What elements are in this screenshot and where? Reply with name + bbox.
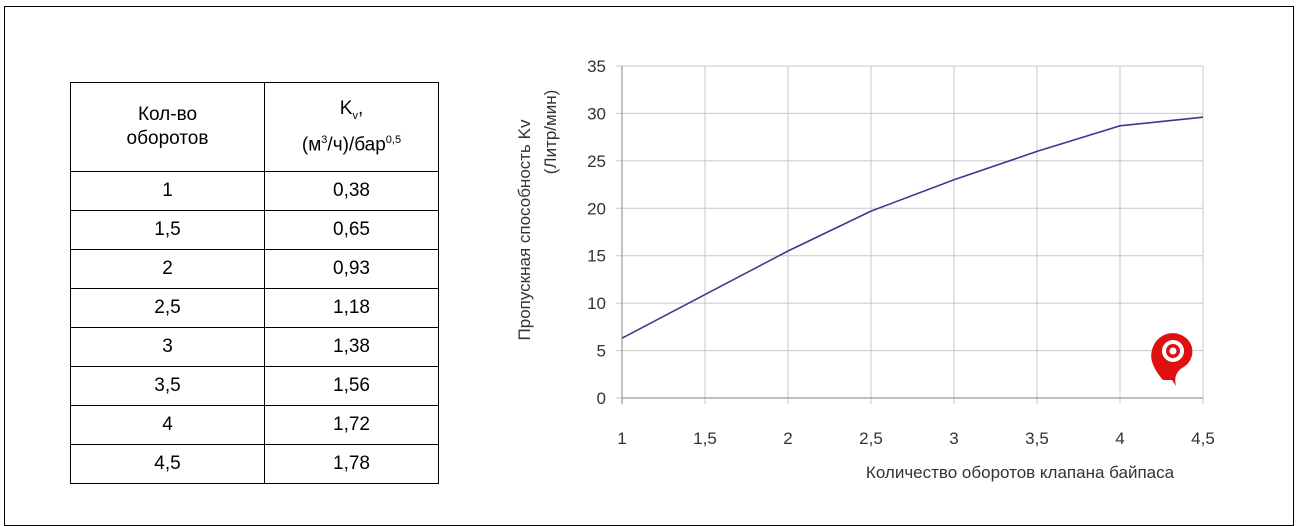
x-tick-label: 3	[949, 429, 958, 448]
x-axis-label: Количество оборотов клапана байпаса	[866, 463, 1175, 482]
y-tick-label: 10	[587, 294, 606, 313]
y-tick-label: 20	[587, 199, 606, 218]
chart-tick-labels: 0 5 10 15 20 25 30 35 1 1,5 2 2,5 3 3,5 4 4,5	[587, 57, 1215, 448]
x-tick-label: 4,5	[1191, 429, 1215, 448]
chart-axes	[622, 66, 1203, 404]
y-tick-label: 0	[597, 389, 606, 408]
chart-series	[622, 117, 1203, 338]
x-tick-label: 3,5	[1025, 429, 1049, 448]
series-line	[622, 117, 1203, 338]
y-tick-label: 30	[587, 104, 606, 123]
y-tick-label: 35	[587, 57, 606, 76]
y-axis-label-line1: Пропускная способность Kv	[515, 119, 534, 340]
y-tick-label: 15	[587, 247, 606, 266]
x-tick-label: 1	[617, 429, 626, 448]
x-tick-label: 1,5	[693, 429, 717, 448]
y-axis-label-line2: (Литр/мин)	[541, 90, 560, 175]
chart-grid	[616, 66, 1203, 404]
x-tick-label: 2	[783, 429, 792, 448]
flow-chart: 0 5 10 15 20 25 30 35 1 1,5 2 2,5 3 3,5 4 4,5 Пропускна…	[0, 0, 1303, 514]
x-tick-label: 4	[1115, 429, 1124, 448]
x-tick-label: 2,5	[859, 429, 883, 448]
valve-logo-icon	[1151, 333, 1192, 386]
y-tick-label: 5	[597, 342, 606, 361]
y-tick-label: 25	[587, 152, 606, 171]
